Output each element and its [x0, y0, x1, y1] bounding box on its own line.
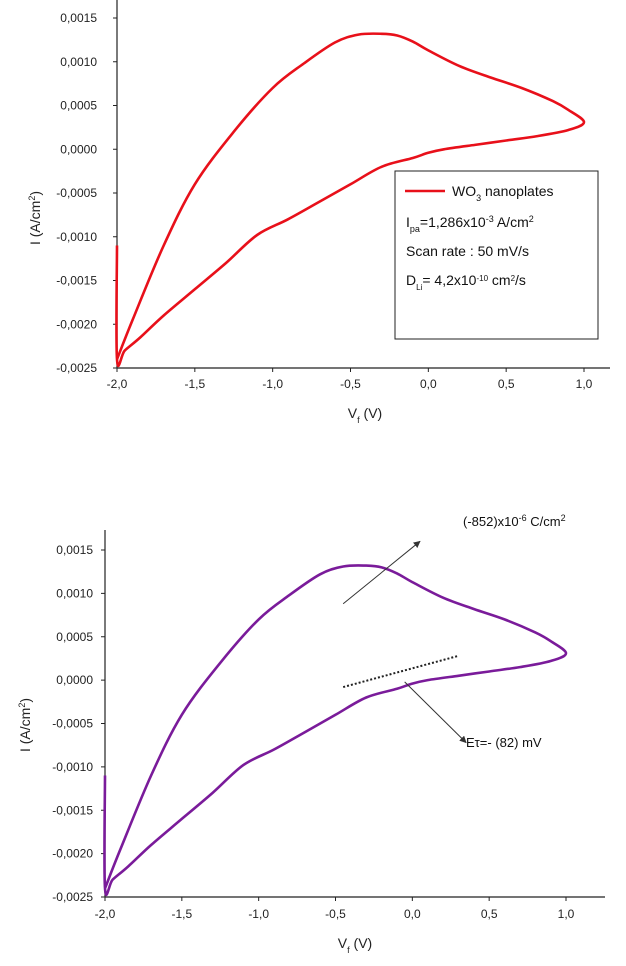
y-tick-label: 0,0000 — [56, 673, 93, 687]
x-tick-label: 1,0 — [558, 907, 575, 921]
y-tick-label: -0,0005 — [52, 717, 93, 731]
x-tick-label: -1,5 — [184, 377, 205, 391]
y-tick-label: -0,0020 — [56, 317, 97, 331]
x-tick-label: 0,0 — [420, 377, 437, 391]
series-curves — [103, 564, 568, 897]
y-tick-label: -0,0025 — [56, 361, 97, 375]
legend-diffusion: DLi= 4,2x10-10 cm2/s — [406, 272, 526, 292]
x-axis-label: Vf (V) — [338, 935, 372, 955]
x-tick-label: 0,0 — [404, 907, 421, 921]
x-tick-label: -0,5 — [325, 907, 346, 921]
x-tick-label: -1,0 — [248, 907, 269, 921]
x-tick-label: -2,0 — [95, 907, 116, 921]
series-curves — [115, 32, 586, 368]
annotation-lines — [342, 540, 467, 744]
y-tick-label: -0,0025 — [52, 890, 93, 904]
legend-scan-rate: Scan rate : 50 mV/s — [406, 243, 529, 259]
potential-annotation: Eτ=- (82) mV — [466, 735, 542, 750]
cv-curve — [115, 32, 586, 368]
y-tick-label: 0,0015 — [56, 543, 93, 557]
annotation-arrow — [404, 681, 467, 744]
y-tick-label: -0,0020 — [52, 847, 93, 861]
x-tick-label: -1,0 — [262, 377, 283, 391]
y-tick-label: 0,0010 — [56, 586, 93, 600]
x-axis-label: Vf (V) — [348, 405, 382, 425]
x-tick-labels: -2,0 -1,5 -1,0 -0,5 0,0 0,5 1,0 — [95, 897, 575, 921]
cv-chart-bottom: -0,0025 -0,0020 -0,0015 -0,0010 -0,0005 0,000… — [17, 513, 605, 955]
y-tick-label: -0,0015 — [56, 274, 97, 288]
legend-box — [394, 170, 599, 340]
cv-chart-top: -0,0025 -0,0020 -0,0015 -0,0010 -0,0005 0,000… — [27, 0, 610, 425]
x-tick-label: 0,5 — [498, 377, 515, 391]
y-tick-label: 0,0005 — [60, 99, 97, 113]
x-tick-label: -1,5 — [171, 907, 192, 921]
y-tick-label: -0,0005 — [56, 186, 97, 200]
y-tick-label: 0,0010 — [60, 55, 97, 69]
y-tick-label: -0,0015 — [52, 803, 93, 817]
legend: WO3 nanoplates Ipa=1,286x10-3 A/cm2 Scan… — [394, 170, 599, 340]
charge-annotation: (-852)x10-6 C/cm2 — [463, 513, 566, 529]
y-tick-label: -0,0010 — [52, 760, 93, 774]
axes — [104, 530, 605, 898]
y-tick-label: 0,0005 — [56, 630, 93, 644]
x-tick-label: 1,0 — [576, 377, 593, 391]
x-tick-label: 0,5 — [481, 907, 498, 921]
y-axis-label: I (A/cm2) — [27, 191, 43, 245]
annotation-arrow — [342, 540, 421, 605]
y-tick-label: 0,0000 — [60, 142, 97, 156]
legend-series-label: WO3 nanoplates — [452, 183, 554, 203]
y-tick-labels: -0,0025 -0,0020 -0,0015 -0,0010 -0,0005 0,000… — [52, 543, 105, 904]
tangent-line — [342, 654, 459, 689]
y-axis-label: I (A/cm2) — [17, 698, 33, 752]
x-tick-labels: -2,0 -1,5 -1,0 -0,5 0,0 0,5 1,0 — [107, 368, 593, 391]
y-tick-labels: -0,0025 -0,0020 -0,0015 -0,0010 -0,0005 0,000… — [56, 11, 117, 375]
x-tick-label: -2,0 — [107, 377, 128, 391]
y-tick-label: 0,0015 — [60, 11, 97, 25]
legend-peak-current: Ipa=1,286x10-3 A/cm2 — [406, 214, 534, 234]
cv-curve — [103, 564, 568, 897]
y-tick-label: -0,0010 — [56, 230, 97, 244]
x-tick-label: -0,5 — [340, 377, 361, 391]
